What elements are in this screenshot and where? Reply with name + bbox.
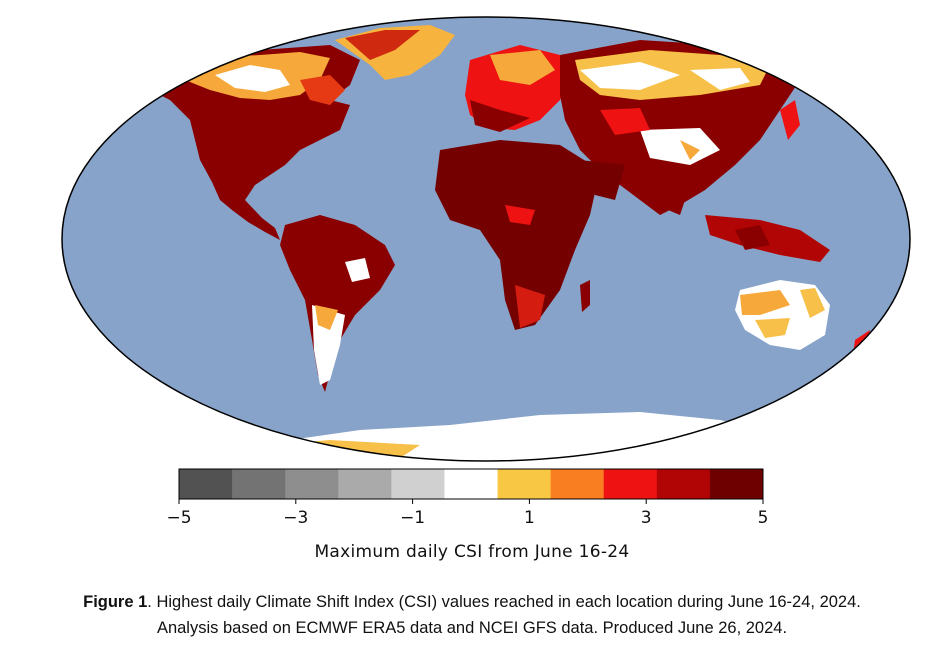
caption-line-2: Analysis based on ECMWF ERA5 data and NC… [156, 619, 788, 637]
south-america [280, 215, 395, 392]
world-map [61, 16, 911, 462]
colorbar-bin [550, 469, 605, 499]
figure-label: Figure 1 [83, 593, 148, 611]
colorbar-bin [338, 469, 392, 499]
colorbar-tick-label: −1 [400, 508, 425, 528]
colorbar-tick-label: 1 [524, 508, 535, 528]
caption-text-1: . Highest daily Climate Shift Index (CSI… [147, 593, 861, 611]
caption-line-1: Figure 1. Highest daily Climate Shift In… [0, 593, 944, 612]
colorbar-tick-label: −5 [166, 508, 191, 528]
se-asia [705, 215, 830, 262]
colorbar-bin [232, 469, 286, 499]
colorbar-label: Maximum daily CSI from June 16-24 [314, 542, 630, 562]
colorbar-bin [497, 469, 552, 499]
africa [435, 140, 600, 330]
colorbar-bin [179, 469, 233, 499]
colorbar-tick-label: 5 [758, 508, 769, 528]
colorbar-tick-label: 3 [641, 508, 652, 528]
colorbar-bin [603, 469, 658, 499]
colorbar-bin [656, 469, 711, 499]
colorbar-frame [178, 468, 764, 500]
colorbar-bin [444, 469, 499, 499]
colorbar-bin [285, 469, 339, 499]
colorbar-bin [391, 469, 445, 499]
colorbar-tick-label: −3 [283, 508, 308, 528]
colorbar-bin [709, 469, 764, 499]
